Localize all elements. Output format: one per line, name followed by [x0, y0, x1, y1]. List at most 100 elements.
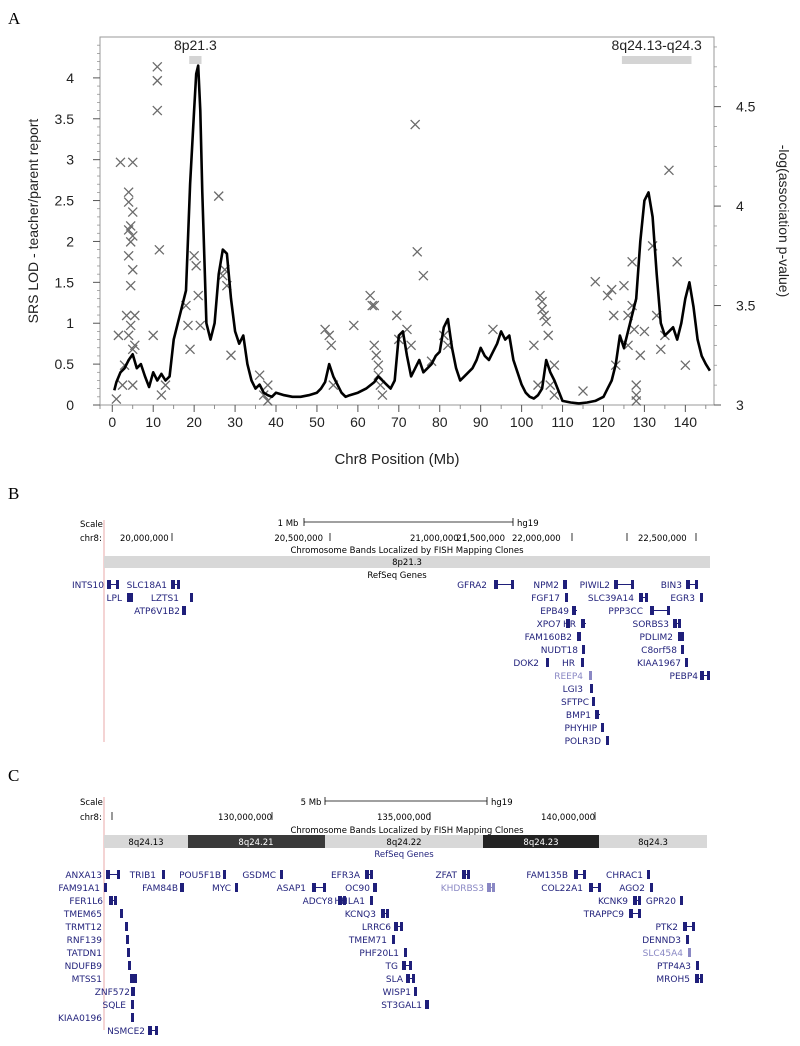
gene-sorbs3: SORBS3 [632, 619, 681, 630]
svg-text:TATDN1: TATDN1 [66, 949, 102, 959]
gene-efr3a: EFR3A [331, 870, 373, 881]
gene-fam91a1: FAM91A1 [58, 883, 107, 894]
gene-dennd3: DENND3 [642, 935, 689, 946]
svg-text:HR: HR [562, 659, 575, 669]
x-tick-label: 130 [633, 414, 657, 430]
gene-bin3: BIN3 [661, 580, 698, 591]
gene-nudt18: NUDT18 [541, 645, 585, 656]
association-point [672, 256, 683, 267]
band-8q24-23 [483, 835, 599, 848]
y-tick-label: 4 [66, 70, 74, 86]
y2-axis-title: -log(association p-value) [776, 145, 792, 298]
svg-text:EGR3: EGR3 [670, 594, 695, 604]
association-markers [111, 61, 691, 406]
gene-rnf139: RNF139 [67, 935, 129, 946]
svg-text:GFRA2: GFRA2 [457, 581, 487, 591]
y-tick-label: 1.5 [55, 274, 75, 290]
association-point [191, 260, 202, 271]
bands-title: Chromosome Bands Localized by FISH Mappi… [290, 826, 524, 836]
svg-text:PEBP4: PEBP4 [670, 672, 699, 682]
association-point [127, 230, 138, 241]
svg-text:OC90: OC90 [345, 884, 370, 894]
association-point [226, 350, 236, 361]
svg-text:PHYHIP: PHYHIP [564, 724, 597, 734]
association-point [602, 290, 613, 301]
association-point [183, 320, 193, 331]
svg-text:PHF20L1: PHF20L1 [359, 949, 399, 959]
panel-c-letter: C [8, 766, 19, 785]
association-point [373, 360, 384, 371]
bands-title: Chromosome Bands Localized by FISH Mappi… [290, 546, 524, 556]
gene-fam135b: FAM135B [526, 870, 586, 881]
x-tick-label: 80 [432, 414, 448, 430]
gene-slc39a14: SLC39A14 [588, 593, 648, 604]
gene-phyhip: PHYHIP [564, 723, 604, 734]
association-point [111, 394, 122, 404]
band-label: 8q24.3 [638, 838, 668, 848]
association-point [412, 246, 423, 257]
gene-kiaa0196: KIAA0196 [58, 1013, 134, 1024]
svg-text:TRIB1: TRIB1 [129, 871, 156, 881]
association-point [127, 207, 138, 218]
svg-text:LGI3: LGI3 [563, 685, 583, 695]
lod-curve [113, 64, 712, 405]
gene-bmp1: BMP1 [566, 710, 600, 721]
band-8p21-3 [104, 556, 710, 568]
band-8q24-22 [325, 835, 483, 848]
association-point [125, 236, 136, 247]
gene-fer1l6: FER1L6 [69, 896, 117, 907]
gene-trib1: TRIB1 [129, 870, 165, 881]
svg-text:TMEM71: TMEM71 [348, 936, 387, 946]
y-axis-left: 0 0.5 1 1.5 2 2.5 3 3.5 4 [55, 44, 100, 413]
svg-text:HHLA1: HHLA1 [334, 897, 365, 907]
y-tick-label: 3 [66, 152, 74, 168]
association-point [488, 324, 498, 335]
gene-dok2: DOK2 [513, 658, 549, 669]
y-tick-label: 2.5 [55, 193, 75, 209]
association-point [367, 300, 378, 311]
gene-tmem71: TMEM71 [348, 935, 395, 946]
gene-nsmce2: NSMCE2 [107, 1026, 158, 1037]
gene-sqle: SQLE [103, 1000, 134, 1011]
svg-text:HR: HR [563, 620, 576, 630]
association-point [115, 157, 126, 168]
x-tick-label: 20 [186, 414, 202, 430]
svg-text:SQLE: SQLE [103, 1001, 127, 1011]
gene-khdrbs3: KHDRBS3 [441, 883, 495, 894]
gene-ppp3cc: PPP3CC [608, 606, 670, 617]
y-axis-title: SRS LOD - teacher/parent report [25, 119, 41, 324]
association-point [258, 390, 269, 401]
position-ruler: 130,000,000 135,000,000 140,000,000 [218, 812, 596, 823]
gene-hhla1: HHLA1 [334, 896, 373, 907]
svg-text:NDUFB9: NDUFB9 [65, 962, 103, 972]
svg-text:KHDRBS3: KHDRBS3 [441, 884, 484, 894]
refseq-title: RefSeq Genes [374, 850, 434, 860]
x-tick-label: 140 [674, 414, 698, 430]
svg-text:PDLIM2: PDLIM2 [639, 633, 673, 643]
svg-text:GSDMC: GSDMC [242, 871, 276, 881]
association-point [123, 330, 134, 341]
association-point [549, 360, 560, 371]
association-point [618, 280, 629, 291]
association-point [326, 340, 337, 351]
gene-fgf17: FGF17 [531, 593, 568, 604]
band-8q24-21 [188, 835, 325, 848]
gene-npm2: NPM2 [533, 580, 567, 591]
association-point [590, 276, 601, 287]
y2-tick-label: 4.5 [736, 99, 756, 115]
gene-kcnk9: KCNK9 [598, 896, 641, 907]
svg-text:COL22A1: COL22A1 [541, 884, 583, 894]
association-point [348, 320, 359, 331]
svg-text:ADCY8: ADCY8 [303, 897, 334, 907]
svg-text:DENND3: DENND3 [642, 936, 681, 946]
x-tick-label: 70 [391, 414, 407, 430]
svg-text:PTK2: PTK2 [655, 923, 678, 933]
y-tick-label: 2 [66, 233, 74, 249]
svg-text:ASAP1: ASAP1 [277, 884, 306, 894]
gene-reep4: REEP4 [554, 671, 592, 682]
svg-text:NSMCE2: NSMCE2 [107, 1027, 145, 1037]
svg-text:EPB49: EPB49 [540, 607, 569, 617]
gene-asap1: ASAP1 [277, 883, 326, 894]
association-point [537, 296, 548, 307]
